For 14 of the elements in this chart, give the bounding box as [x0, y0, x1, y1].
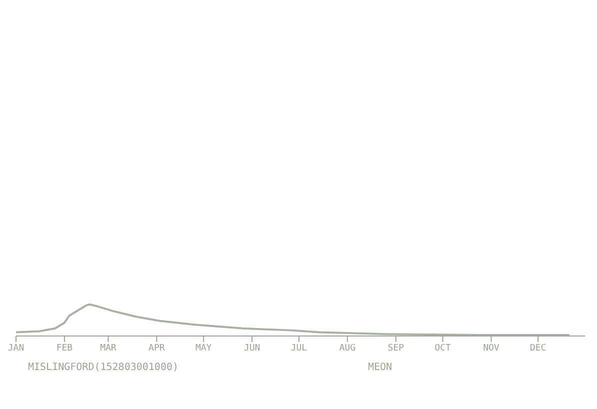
text: MISLINGFORD(152803001000)	[28, 362, 180, 373]
x-tick-label: JUN	[244, 343, 260, 354]
x-tick-label: MAY	[195, 343, 212, 354]
x-tick-label: SEP	[388, 343, 405, 354]
x-tick-label: AUG	[339, 343, 356, 354]
x-tick-label: NOV	[483, 343, 500, 354]
x-tick-label: OCT	[434, 343, 452, 354]
text: MEON	[368, 362, 392, 373]
x-tick-label: FEB	[56, 343, 73, 354]
x-tick-label: MAR	[100, 343, 117, 354]
x-tick-label: DEC	[530, 343, 546, 354]
x-tick-label: APR	[148, 343, 166, 354]
x-tick-label: JAN	[8, 343, 24, 354]
x-tick-label: JUL	[290, 343, 308, 354]
